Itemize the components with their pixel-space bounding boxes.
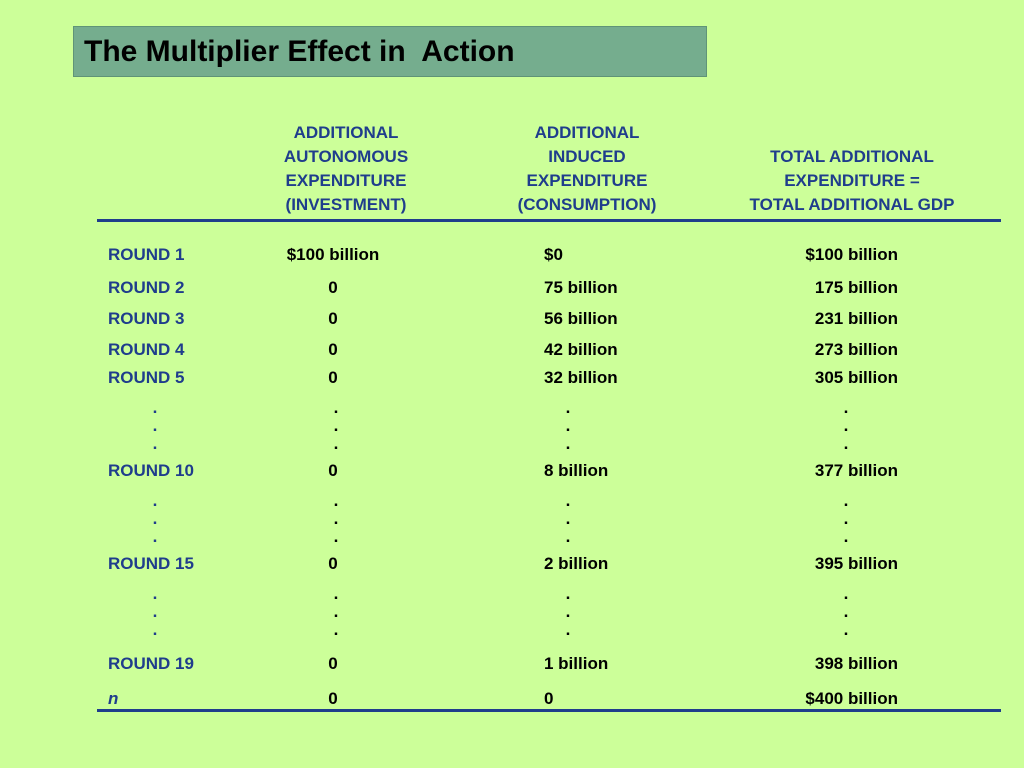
row-label: ROUND 19 [108, 654, 194, 673]
total-value: 377 billion [814, 461, 898, 480]
bottom-rule [97, 709, 1001, 712]
row-label: n [108, 689, 119, 708]
autonomous-value: 0 [328, 309, 338, 328]
header-autonomous-line: (INVESTMENT) [285, 195, 407, 214]
header-autonomous: ADDITIONAL AUTONOMOUS EXPENDITURE (INVES… [246, 121, 446, 217]
row-label: ROUND 4 [108, 340, 185, 359]
ellipsis-autonomous: ... [333, 398, 339, 453]
induced-value: $0 [544, 245, 563, 264]
row-label: ROUND 10 [108, 461, 194, 480]
header-rule [97, 219, 1001, 222]
page-title: The Multiplier Effect in Action [84, 35, 515, 68]
ellipsis-autonomous: ... [333, 491, 339, 546]
ellipsis-autonomous: ... [333, 584, 339, 639]
header-total-line: TOTAL ADDITIONAL [770, 147, 934, 166]
autonomous-value: 0 [328, 368, 338, 387]
induced-value: 56 billion [544, 309, 618, 328]
induced-value: 75 billion [544, 278, 618, 297]
header-total: TOTAL ADDITIONAL EXPENDITURE = TOTAL ADD… [722, 145, 982, 217]
induced-value: 42 billion [544, 340, 618, 359]
induced-value: 2 billion [544, 554, 609, 573]
ellipsis-total: ... [843, 398, 849, 453]
header-total-line: TOTAL ADDITIONAL GDP [749, 195, 955, 214]
total-value: 175 billion [814, 278, 898, 297]
header-autonomous-line: EXPENDITURE [285, 171, 407, 190]
autonomous-value: 0 [328, 461, 338, 480]
ellipsis-induced: ... [565, 491, 571, 546]
total-value: 231 billion [814, 309, 898, 328]
total-value: $400 billion [805, 689, 898, 708]
induced-value: 0 [544, 689, 554, 708]
ellipsis-induced: ... [565, 584, 571, 639]
ellipsis-label: ... [152, 491, 158, 546]
autonomous-value: 0 [328, 554, 338, 573]
total-value: 305 billion [814, 368, 898, 387]
total-value: $100 billion [805, 245, 898, 264]
autonomous-value: 0 [328, 689, 338, 708]
total-value: 395 billion [814, 554, 898, 573]
row-label: ROUND 15 [108, 554, 194, 573]
header-induced-line: INDUCED [548, 147, 626, 166]
total-value: 273 billion [814, 340, 898, 359]
ellipsis-label: ... [152, 584, 158, 639]
autonomous-value: 0 [328, 278, 338, 297]
header-total-line: EXPENDITURE = [784, 171, 920, 190]
total-value: 398 billion [814, 654, 898, 673]
title-banner: The Multiplier Effect in Action [73, 26, 707, 77]
induced-value: 8 billion [544, 461, 609, 480]
row-label: ROUND 5 [108, 368, 185, 387]
header-autonomous-line: AUTONOMOUS [283, 147, 409, 166]
header-autonomous-line: ADDITIONAL [293, 123, 399, 142]
header-induced-line: EXPENDITURE [526, 171, 648, 190]
autonomous-value: $100 billion [286, 245, 380, 264]
header-induced: ADDITIONAL INDUCED EXPENDITURE (CONSUMPT… [487, 121, 687, 217]
ellipsis-total: ... [843, 491, 849, 546]
row-label: ROUND 2 [108, 278, 185, 297]
header-induced-line: (CONSUMPTION) [517, 195, 657, 214]
row-label: ROUND 3 [108, 309, 185, 328]
autonomous-value: 0 [328, 340, 338, 359]
row-label: ROUND 1 [108, 245, 185, 264]
autonomous-value: 0 [328, 654, 338, 673]
induced-value: 32 billion [544, 368, 618, 387]
ellipsis-label: ... [152, 398, 158, 453]
header-induced-line: ADDITIONAL [534, 123, 640, 142]
ellipsis-total: ... [843, 584, 849, 639]
ellipsis-induced: ... [565, 398, 571, 453]
induced-value: 1 billion [544, 654, 609, 673]
